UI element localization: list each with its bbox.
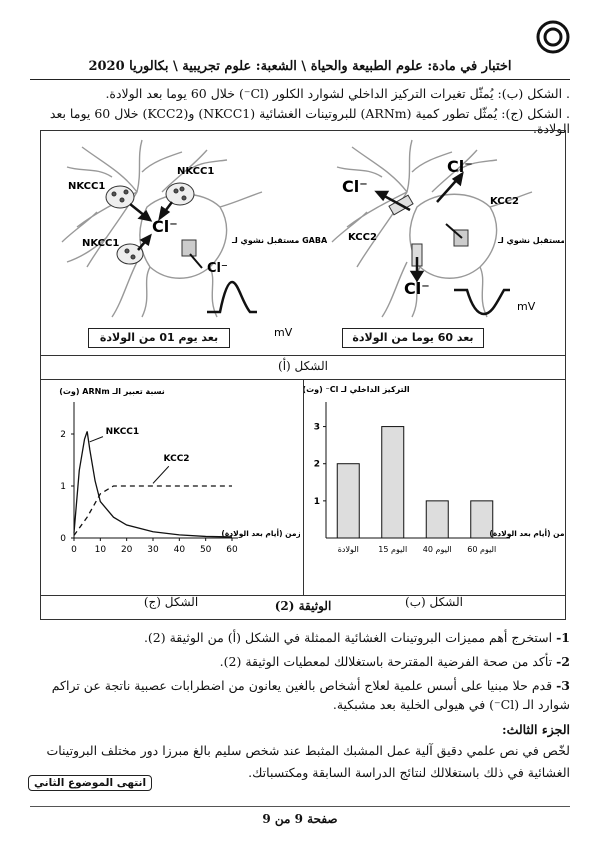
divider [41,595,565,596]
divider [41,355,565,356]
question-3: 3- قدم حلا مبنيا على أسس علمية لعلاج أشخ… [30,676,570,714]
kcc2-transporters [388,194,423,267]
x-category-label: اليوم 40 [423,545,452,554]
y-tick-label: 2 [60,430,66,440]
cl-arrows-in [129,201,173,251]
x-tick-label: 10 [95,545,107,555]
x-axis-label: الزمن (أيام بعد الولادة) [221,528,300,538]
figure-c-chart: 0 10 20 30 40 50 60 0 1 2 نسبة تعبير الـ ARNm (وت)… [59,387,300,555]
document-title: الوثيقة (2) [274,599,332,613]
document-2-frame: الشكل (أ) الوثيقة (2) [40,130,566,620]
panel-label-day60: بعد 60 يوما من الولادة [342,328,484,348]
y-tick-label: 2 [314,460,320,470]
nkcc1-label: NKCC1 [177,166,214,177]
y-tick-label: 0 [60,534,66,544]
x-tick-label: 20 [121,545,133,555]
kcc2-label: KCC2 [348,232,377,243]
x-tick-label: 50 [200,545,212,555]
header-divider [30,79,570,80]
figure-a-caption: الشكل (أ) [278,359,328,373]
x-category-label: الولادة [338,545,359,554]
figure-b-caption: الشكل (ب) [405,595,463,609]
cl-ion-label: Cl⁻ [152,217,178,236]
kcc2-label: KCC2 [490,196,519,207]
question-text: استخرج أهم مميزات البروتينات الغشائية ال… [143,630,553,645]
x-category-label: اليوم 60 [467,545,496,554]
divider [303,379,304,595]
cl-ion-label: Cl⁻ [404,279,430,298]
y-tick-label: 1 [60,482,66,492]
x-tick-label: 60 [226,545,238,555]
cl-ion-label: Cl⁻ [342,177,368,196]
part3-text: لخّص في نص علمي دقيق آلية عمل المشبك الم… [46,743,570,780]
series-label-pointer [89,436,104,443]
logo-icon [536,20,570,54]
question-2: 2- تأكد من صحة الفرضية المقترحة باستغلال… [30,652,570,671]
bar [381,426,405,539]
y-tick-label: 3 [314,423,320,433]
x-tick-label: 0 [71,545,77,555]
x-tick-label: 30 [147,545,159,555]
x-axis-label: الزمن (أيام بعد الولادة) [489,528,564,538]
gaba-receptor-left [181,239,203,269]
gaba-receptor-label: مستقبل نشوي لـ GABA [497,236,564,245]
cl-ion-label: Cl⁻ [447,157,473,176]
x-category-label: اليوم 15 [378,545,407,554]
intro-line-b: . الشكل (ب): يُمثّل تغيرات التركيز الداخ… [105,86,570,101]
series-kcc2-line [73,485,232,536]
series-label-pointer [152,465,170,484]
hyperpolarization-curve [454,288,510,316]
intro-line-c: . الشكل (ج): يُمثّل تطور كمية (ARNm) للب… [49,106,570,136]
end-label: انتهى الموضوع الثاني [28,775,153,791]
question-number: 3- [556,678,570,693]
question-number: 2- [556,654,570,669]
unit-mv: mV [517,300,536,313]
question-number: 1- [556,630,570,645]
y-axis-label: نسبة تعبير الـ ARNm (وت) [59,387,165,396]
series-label: KCC2 [164,454,190,464]
page-number: صفحة 9 من 9 [262,812,338,826]
series-nkcc1-line [73,431,233,538]
question-text: تأكد من صحة الفرضية المقترحة باستغلالك ل… [219,654,553,669]
bar [470,500,494,539]
question-1: 1- استخرج أهم مميزات البروتينات الغشائية… [30,628,570,647]
unit-mv: mV [274,326,293,339]
figure-b-chart: 1 2 3 الولادة اليوم 15 اليوم 40 اليوم 60 التركي… [304,385,564,554]
part3-title: الجزء الثالث: [501,722,570,737]
right-neuron [331,139,533,318]
bar [425,500,449,539]
footer-divider [30,806,570,807]
panel-label-day1: بعد يوم 01 من الولادة [88,328,230,348]
nkcc1-top [105,182,195,265]
question-text: قدم حلا مبنيا على أسس علمية لعلاج أشخاص … [51,678,570,712]
y-tick-label: 1 [314,497,320,507]
nkcc1-label: NKCC1 [82,238,119,249]
x-tick-label: 40 [174,545,186,555]
depolarization-curve [207,280,257,314]
figure-a-drawing: Cl⁻ NKCC1 NKCC1 NKCC1 Cl⁻ مستقبل نشوي لـ… [61,139,564,339]
bar [336,463,360,539]
nkcc1-label: NKCC1 [68,181,105,192]
gaba-receptor-right [445,223,469,247]
gaba-receptor-label: مستقبل نشوي لـ GABA [231,236,328,245]
y-axis-label: التركيز الداخلي لـ Cl⁻ (وت) [304,385,410,394]
cl-arrows-out [374,171,464,283]
series-label: NKCC1 [106,427,140,437]
figure-c-caption: الشكل (ج) [143,595,199,609]
exam-header: اختبار في مادة: علوم الطبيعة والحياة \ ا… [88,59,512,74]
cl-ion-label: Cl⁻ [207,261,228,276]
